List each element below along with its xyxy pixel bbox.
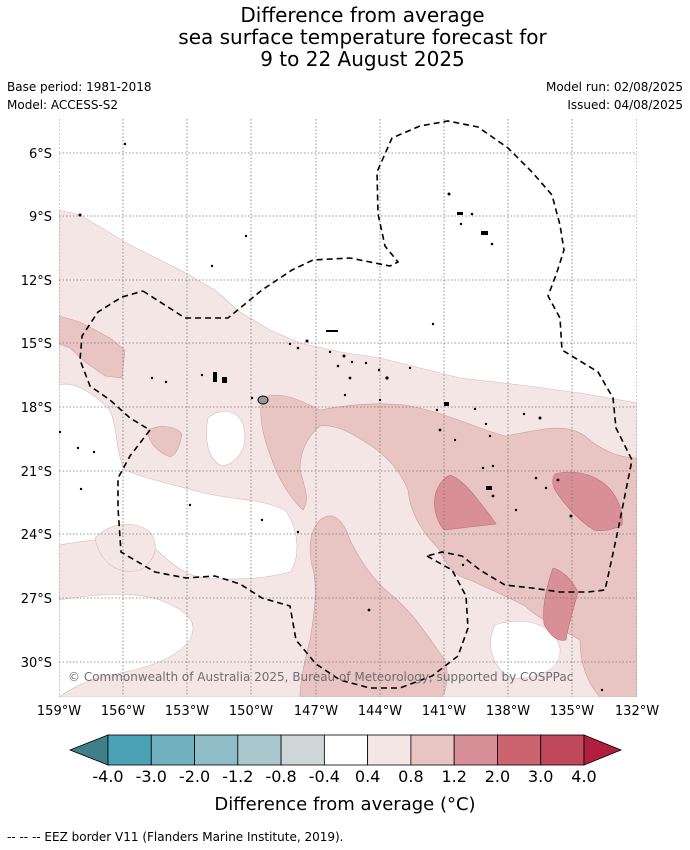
- lon-label: 147°W: [294, 704, 338, 719]
- neutral-patch-southeast: [490, 620, 561, 679]
- title-line-2: sea surface temperature forecast for: [178, 25, 547, 49]
- colorbar-title: Difference from average (°C): [214, 794, 476, 815]
- base-period: Base period: 1981-2018: [7, 80, 152, 94]
- anomaly-0.8-1.2-west-patch: [147, 426, 183, 458]
- lon-label: 153°W: [165, 704, 209, 719]
- colorbar-swatch: [323, 734, 369, 766]
- eez-border-french-polynesia-south: [79, 290, 469, 689]
- lon-label: 159°W: [37, 704, 81, 719]
- issued-date: Issued: 04/08/2025: [567, 98, 683, 112]
- map-title: Difference from average sea surface temp…: [0, 4, 690, 70]
- neutral-patch-center: [206, 410, 246, 467]
- lon-label: 132°W: [615, 704, 659, 719]
- lat-label: 21°S: [21, 465, 52, 480]
- eez-border-cook-islands: [142, 120, 633, 593]
- colorbar-swatch: [410, 734, 455, 766]
- lon-label: 144°W: [358, 704, 402, 719]
- anomaly-0.4-0.8-patch-west: [94, 523, 156, 572]
- anomaly-0.8-1.2-northwest: [59, 315, 126, 379]
- colorbar-tick-label: -2.0: [179, 767, 210, 786]
- meta-left: Base period: 1981-2018 Model: ACCESS-S2: [7, 78, 152, 114]
- title-line-3: 9 to 22 August 2025: [260, 47, 465, 71]
- latitude-labels: 6°S 9°S 12°S 15°S 18°S 21°S 24°S 27°S 30…: [21, 147, 52, 671]
- colorbar-tick-label: -1.2: [222, 767, 253, 786]
- copyright-credit: © Commonwealth of Australia 2025, Bureau…: [68, 670, 573, 684]
- model-run: Model run: 02/08/2025: [545, 80, 683, 94]
- lon-label: 138°W: [486, 704, 530, 719]
- colorbar-extend-high: [583, 734, 623, 766]
- title-line-1: Difference from average: [240, 3, 485, 27]
- lat-label: 24°S: [21, 528, 52, 543]
- colorbar-swatch: [107, 734, 152, 766]
- lat-label: 12°S: [21, 274, 52, 289]
- anomaly-1.2-2.0-patch-b: [552, 471, 623, 532]
- lat-label: 9°S: [29, 210, 52, 225]
- colorbar-tick-label: -3.0: [136, 767, 167, 786]
- colorbar-tick-label: 3.0: [528, 767, 553, 786]
- colorbar-swatch: [280, 734, 325, 766]
- colorbar-tick-label: 4.0: [571, 767, 596, 786]
- colorbar-tick-label: 0.8: [398, 767, 423, 786]
- lat-label: 6°S: [29, 147, 52, 162]
- lat-label: 18°S: [21, 401, 52, 416]
- colorbar-swatch: [540, 734, 585, 766]
- map-area: © Commonwealth of Australia 2025, Bureau…: [59, 119, 637, 697]
- lat-label: 27°S: [21, 592, 52, 607]
- model-name: Model: ACCESS-S2: [7, 98, 119, 112]
- colorbar-tick-label: -4.0: [92, 767, 123, 786]
- colorbar: -4.0 -3.0 -2.0 -1.2 -0.8 -0.4 0.4 0.8 1.2 2.0 3.0 4…: [68, 734, 623, 786]
- lon-label: 135°W: [550, 704, 594, 719]
- colorbar-swatch: [497, 734, 542, 766]
- anomaly-0.8-1.2-south: [299, 515, 448, 697]
- colorbar-tick-label: 2.0: [485, 767, 510, 786]
- colorbar-swatch: [237, 734, 282, 766]
- lon-label: 141°W: [422, 704, 466, 719]
- lon-label: 156°W: [101, 704, 145, 719]
- anomaly-1.2-2.0-patch-a: [434, 474, 497, 531]
- lat-label: 30°S: [21, 656, 52, 671]
- colorbar-swatch: [367, 734, 412, 766]
- colorbar-tick-label: -0.4: [309, 767, 340, 786]
- eez-legend-note: -- -- -- EEZ border V11 (Flanders Marine…: [7, 830, 344, 844]
- lat-label: 15°S: [21, 337, 52, 352]
- islands: [59, 142, 604, 692]
- colorbar-swatch: [194, 734, 239, 766]
- colorbar-tick-label: 1.2: [441, 767, 466, 786]
- longitude-labels: 159°W 156°W 153°W 150°W 147°W 144°W 141°…: [37, 704, 659, 719]
- colorbar-swatch: [150, 734, 195, 766]
- colorbar-tick-label: -0.8: [265, 767, 296, 786]
- colorbar-tick-label: 0.4: [355, 767, 380, 786]
- meta-right: Model run: 02/08/2025 Issued: 04/08/2025: [546, 78, 683, 114]
- lon-label: 150°W: [229, 704, 273, 719]
- neutral-region-southwest: [59, 593, 194, 697]
- colorbar-swatch: [453, 734, 498, 766]
- colorbar-extend-low: [68, 734, 109, 766]
